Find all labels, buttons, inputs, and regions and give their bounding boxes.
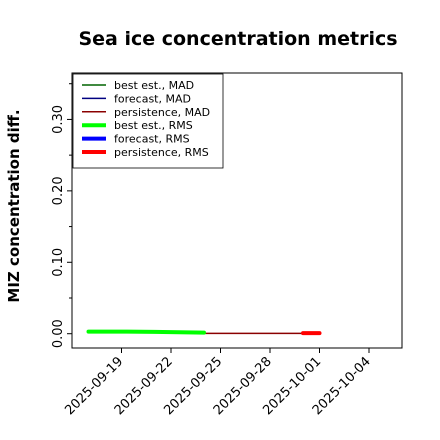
legend-label: persistence, MAD (114, 106, 210, 119)
y-axis: 0.00 0.10 0.20 0.30 (51, 83, 72, 348)
legend-label: forecast, MAD (114, 92, 191, 105)
y-tick-label: 0.10 (51, 248, 66, 277)
x-axis: 2025-09-192025-09-222025-09-252025-09-28… (62, 348, 374, 418)
y-tick-label: 0.20 (51, 176, 66, 205)
series-lines (86, 329, 322, 336)
chart-title: Sea ice concentration metrics (78, 28, 397, 50)
y-tick-label: 0.30 (51, 105, 66, 134)
legend-label: forecast, RMS (114, 133, 190, 146)
y-axis-label: MIZ concentration diff. (5, 109, 23, 302)
legend-label: persistence, RMS (114, 146, 209, 159)
series-line (86, 329, 206, 335)
plot-frame (71, 72, 403, 349)
legend-label: best est., RMS (114, 119, 193, 132)
y-tick-label: 0.00 (51, 319, 66, 348)
legend-label: best est., MAD (114, 79, 194, 92)
